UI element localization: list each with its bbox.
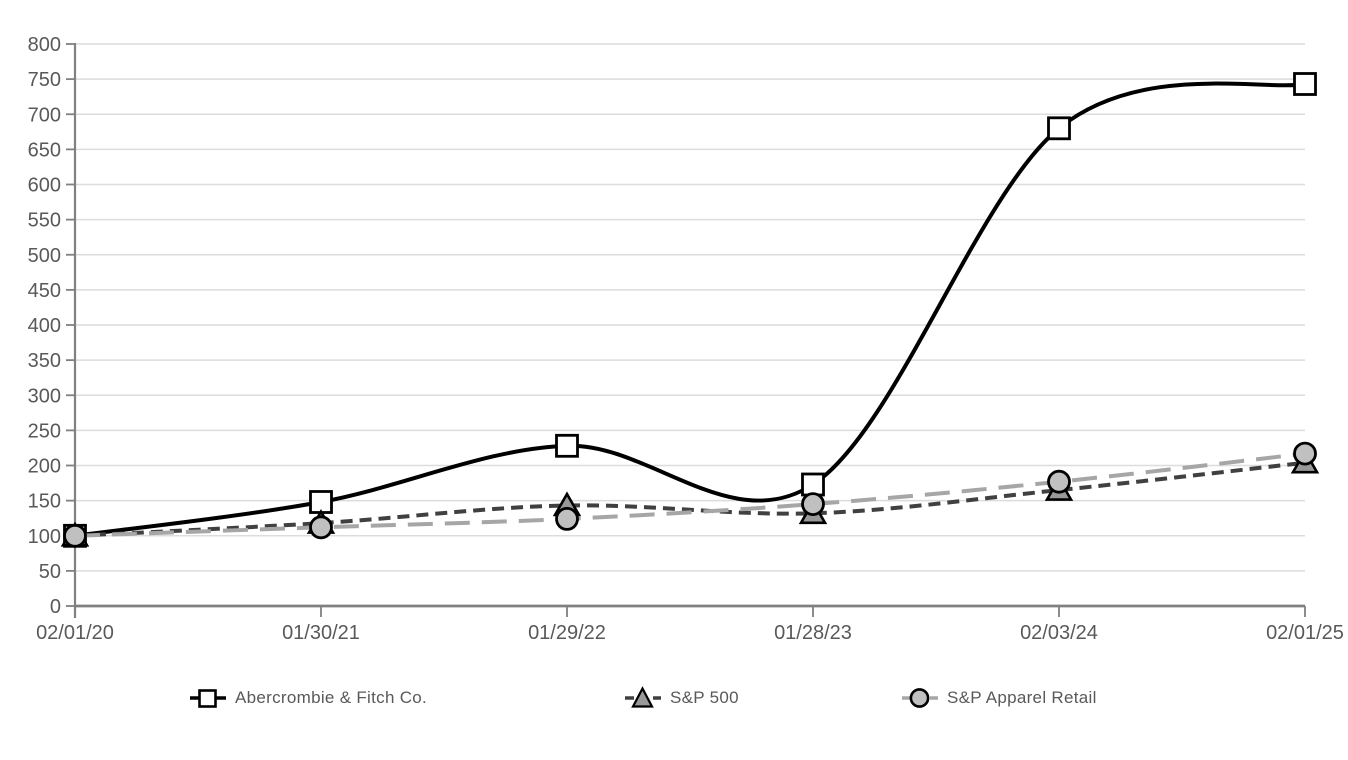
y-tick-label: 600 (28, 175, 61, 197)
x-tick-label: 01/29/22 (528, 622, 606, 644)
legend-label: S&P Apparel Retail (947, 688, 1097, 707)
y-tick-label: 0 (50, 596, 61, 618)
y-tick-label: 150 (28, 491, 61, 513)
y-tick-label: 450 (28, 280, 61, 302)
y-tick-label: 750 (28, 69, 61, 91)
legend-item-apparel-retail: S&P Apparel Retail (902, 681, 1097, 715)
marker-square-0-2 (555, 433, 579, 458)
x-tick-label: 01/28/23 (774, 622, 852, 644)
y-tick-label: 50 (39, 561, 61, 583)
legend: Abercrombie & Fitch Co. S&P 500 S&P Appa… (0, 681, 1348, 715)
y-tick-label: 800 (28, 34, 61, 56)
legend-label: Abercrombie & Fitch Co. (235, 688, 428, 707)
series-line-2 (74, 451, 1306, 538)
marker-square-0-3 (801, 472, 825, 497)
marker-square-0-5 (1293, 72, 1317, 96)
y-tick-label: 300 (28, 385, 61, 407)
circle-marker-icon (902, 685, 938, 711)
y-tick-label: 700 (28, 104, 61, 126)
legend-item-sp500: S&P 500 (625, 681, 739, 715)
legend-label: S&P 500 (670, 688, 739, 707)
y-tick-label: 100 (28, 526, 61, 548)
y-tick-label: 400 (28, 315, 61, 337)
y-tick-label: 500 (28, 245, 61, 267)
square-marker-icon (190, 685, 226, 711)
legend-item-abercrombie: Abercrombie & Fitch Co. (190, 681, 427, 715)
y-tick-label: 550 (28, 210, 61, 232)
marker-circle-2-0 (63, 523, 87, 548)
marker-circle-2-4 (1047, 469, 1071, 494)
marker-circle-2-3 (801, 492, 825, 517)
y-tick-label: 250 (28, 420, 61, 442)
y-tick-label: 350 (28, 350, 61, 372)
x-tick-label: 02/01/25 (1266, 622, 1344, 644)
marker-circle-2-1 (309, 515, 333, 540)
y-tick-label: 200 (28, 456, 61, 478)
x-tick-label: 02/01/20 (36, 622, 114, 644)
marker-circle-2-2 (555, 507, 579, 531)
x-tick-label: 02/03/24 (1020, 622, 1098, 644)
triangle-marker-icon (625, 685, 661, 711)
x-tick-label: 01/30/21 (282, 622, 360, 644)
y-tick-label: 650 (28, 139, 61, 161)
marker-square-0-4 (1047, 116, 1071, 141)
series-line-0 (74, 81, 1306, 538)
marker-circle-2-5 (1293, 441, 1317, 466)
series-line-1 (74, 460, 1306, 538)
